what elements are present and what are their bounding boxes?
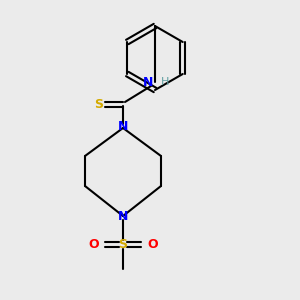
Text: N: N — [142, 76, 153, 88]
Text: H: H — [161, 77, 170, 87]
Text: N: N — [118, 209, 128, 223]
Text: O: O — [147, 238, 158, 250]
Text: N: N — [118, 119, 128, 133]
Text: S: S — [94, 98, 103, 110]
Text: O: O — [88, 238, 99, 250]
Text: S: S — [118, 238, 127, 250]
